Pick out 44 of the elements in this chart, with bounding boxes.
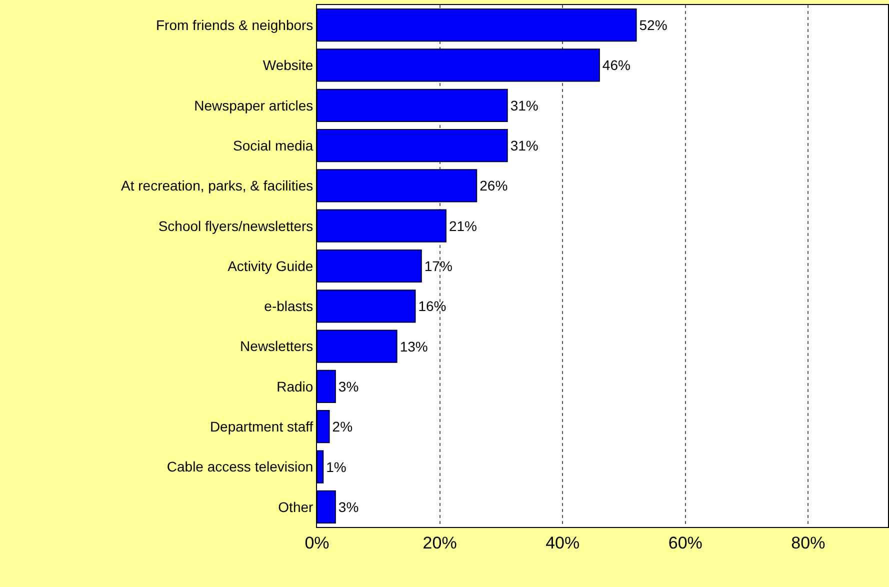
y-tick-label: Website [262, 57, 314, 74]
x-tick-label: 20% [422, 533, 457, 552]
bar [317, 410, 330, 444]
y-tick-label: Department staff [210, 418, 314, 435]
data-label: 16% [418, 298, 446, 314]
bar [317, 370, 336, 404]
bar [317, 209, 446, 242]
y-tick-label: Newspaper articles [194, 97, 314, 114]
x-tick-label: 60% [668, 533, 702, 552]
bar [317, 330, 398, 363]
y-tick-label: Activity Guide [228, 258, 314, 274]
data-label: 1% [326, 458, 346, 475]
data-label: 31% [510, 138, 538, 154]
y-tick-label: Social media [233, 137, 314, 154]
y-tick-label: e-blasts [264, 298, 314, 314]
bar [317, 290, 416, 323]
y-tick-label: From friends & neighbors [156, 16, 314, 33]
y-tick-label: Radio [276, 378, 314, 394]
data-label: 3% [338, 378, 359, 394]
data-label: 2% [332, 418, 353, 435]
bar [317, 128, 508, 162]
data-label: 46% [602, 57, 630, 74]
data-label: 31% [510, 97, 538, 114]
data-label: 3% [338, 498, 359, 515]
bar [317, 450, 324, 484]
x-tick-label: 80% [791, 533, 826, 552]
data-label: 17% [424, 258, 452, 274]
data-label: 13% [400, 338, 428, 354]
y-tick-label: Newsletters [240, 338, 314, 354]
bar [317, 249, 422, 283]
y-tick-label: Other [278, 498, 314, 515]
bar [317, 490, 336, 524]
bar [317, 8, 637, 42]
y-tick-label: School flyers/newsletters [158, 218, 314, 234]
y-tick-label: At recreation, parks, & facilities [121, 178, 314, 194]
data-label: 26% [480, 178, 508, 194]
bar [317, 48, 600, 82]
x-tick-label: 0% [304, 533, 330, 552]
y-tick-label: Cable access television [166, 458, 314, 475]
data-label: 21% [448, 218, 477, 234]
data-label: 52% [639, 17, 668, 34]
bar [317, 88, 508, 122]
x-tick-label: 40% [546, 533, 580, 552]
bar [317, 169, 478, 202]
